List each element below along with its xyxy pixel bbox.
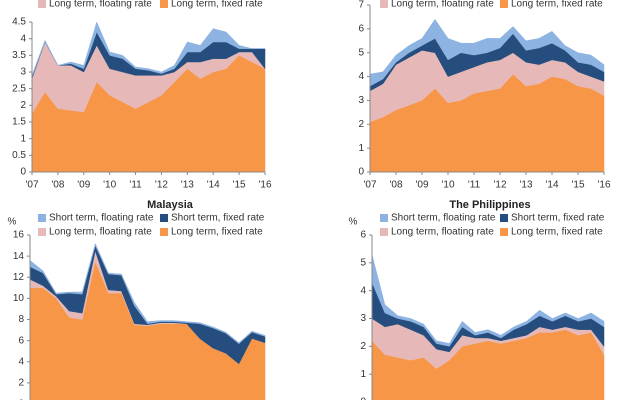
- x-tick-label: '11: [129, 180, 142, 191]
- y-tick-label: 16: [13, 230, 25, 241]
- y-tick-label: 4: [358, 71, 364, 82]
- y-tick-label: 1: [360, 369, 366, 380]
- legend-label: Long term, fixed rate: [511, 0, 603, 10]
- y-tick-label: 0.5: [12, 150, 26, 161]
- y-tick-label: 1: [358, 143, 364, 154]
- legend-label: Long term, fixed rate: [511, 227, 603, 238]
- y-tick-label: 2: [18, 378, 24, 389]
- y-tick-label: 0: [18, 399, 24, 400]
- y-tick-label: 8: [18, 314, 24, 325]
- y-tick-label: 6: [360, 230, 366, 241]
- y-tick-label: 14: [13, 251, 25, 262]
- x-tick-label: '11: [468, 180, 481, 191]
- y-tick-label: 4: [18, 356, 24, 367]
- y-tick-label: 3: [20, 67, 26, 78]
- legend-swatch: [380, 214, 388, 222]
- y-tick-label: 3.5: [12, 50, 26, 61]
- y-tick-label: 4: [20, 33, 26, 44]
- legend-label: Short term, fixed rate: [171, 213, 265, 224]
- y-tick-label: 6: [358, 23, 364, 34]
- x-tick-label: '10: [441, 180, 454, 191]
- x-tick-label: '10: [103, 180, 116, 191]
- legend-label: Long term, floating rate: [49, 0, 152, 10]
- y-tick-label: 4.5: [12, 17, 26, 28]
- legend-swatch: [500, 0, 508, 8]
- y-tick-label: 2.5: [12, 83, 26, 94]
- x-tick-label: '09: [415, 180, 428, 191]
- legend-swatch: [38, 214, 46, 222]
- legend-label: Short term, floating rate: [49, 213, 154, 224]
- y-tick-label: 0: [360, 397, 366, 400]
- x-tick-label: '14: [545, 180, 558, 191]
- legend-swatch: [380, 228, 388, 236]
- y-tick-label: 1.5: [12, 117, 26, 128]
- legend-swatch: [380, 0, 388, 8]
- area: [31, 21, 265, 78]
- x-tick-label: '15: [233, 180, 246, 191]
- x-tick-label: '13: [519, 180, 532, 191]
- area: [29, 260, 266, 400]
- y-tick-label: 5: [360, 257, 366, 268]
- legend-swatch: [500, 214, 508, 222]
- legend-swatch: [500, 228, 508, 236]
- chart-title: The Philippines: [449, 199, 530, 211]
- y-tick-label: 2: [358, 119, 364, 130]
- x-tick-label: '13: [181, 180, 194, 191]
- x-tick-label: '07: [363, 180, 376, 191]
- y-unit: %: [8, 217, 17, 228]
- legend-swatch: [38, 228, 46, 236]
- y-tick-label: 2: [20, 100, 26, 111]
- x-tick-label: '16: [597, 180, 610, 191]
- x-tick-label: '08: [51, 180, 64, 191]
- y-tick-label: 5: [358, 47, 364, 58]
- x-tick-label: '12: [493, 180, 506, 191]
- x-tick-label: '14: [207, 180, 220, 191]
- legend-label: Short term, floating rate: [391, 213, 496, 224]
- y-tick-label: 10: [13, 293, 25, 304]
- y-tick-label: 0: [358, 167, 364, 178]
- y-tick-label: 12: [13, 272, 25, 283]
- y-tick-label: 3: [360, 313, 366, 324]
- x-tick-label: '09: [77, 180, 90, 191]
- legend-swatch: [160, 214, 168, 222]
- x-tick-label: '12: [155, 180, 168, 191]
- chart-title: Malaysia: [147, 199, 194, 211]
- legend-swatch: [160, 0, 168, 8]
- legend-label: Long term, floating rate: [49, 227, 152, 238]
- area: [29, 242, 266, 345]
- x-tick-label: '08: [389, 180, 402, 191]
- legend-label: Long term, fixed rate: [171, 0, 263, 10]
- y-tick-label: 0: [20, 167, 26, 178]
- legend-label: Long term, floating rate: [391, 227, 494, 238]
- y-tick-label: 3: [358, 95, 364, 106]
- x-tick-label: '16: [258, 180, 271, 191]
- legend-label: Long term, floating rate: [391, 0, 494, 10]
- y-tick-label: 2: [360, 341, 366, 352]
- legend-swatch: [160, 228, 168, 236]
- x-tick-label: '07: [25, 180, 38, 191]
- x-tick-label: '15: [571, 180, 584, 191]
- y-tick-label: 1: [20, 133, 26, 144]
- y-tick-label: 6: [18, 335, 24, 346]
- legend-label: Long term, fixed rate: [171, 227, 263, 238]
- legend-label: Short term, fixed rate: [511, 213, 605, 224]
- y-tick-label: 4: [360, 285, 366, 296]
- area: [369, 18, 605, 87]
- legend-swatch: [38, 0, 46, 8]
- y-tick-label: 7: [358, 0, 364, 11]
- y-unit: %: [349, 217, 358, 228]
- area: [371, 254, 605, 347]
